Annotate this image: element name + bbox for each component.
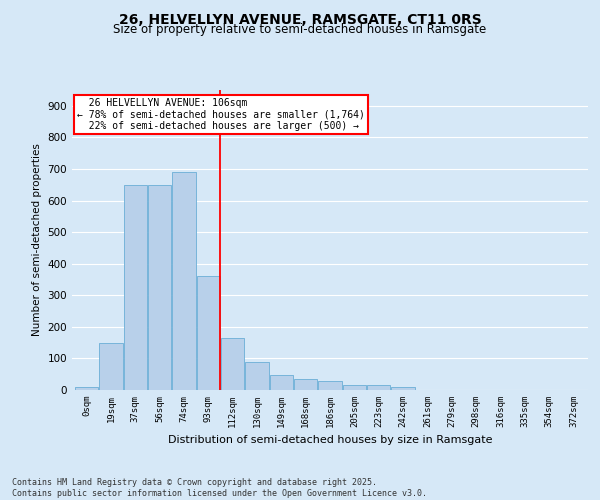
Bar xyxy=(319,380,341,390)
Bar xyxy=(343,386,366,390)
X-axis label: Distribution of semi-detached houses by size in Ramsgate: Distribution of semi-detached houses by … xyxy=(168,436,492,446)
Bar xyxy=(367,386,390,390)
Bar xyxy=(100,342,122,390)
Bar xyxy=(245,362,269,390)
Bar xyxy=(221,338,244,390)
Text: 26 HELVELLYN AVENUE: 106sqm
← 78% of semi-detached houses are smaller (1,764)
  : 26 HELVELLYN AVENUE: 106sqm ← 78% of sem… xyxy=(77,98,365,130)
Bar xyxy=(75,387,98,390)
Text: Size of property relative to semi-detached houses in Ramsgate: Size of property relative to semi-detach… xyxy=(113,22,487,36)
Y-axis label: Number of semi-detached properties: Number of semi-detached properties xyxy=(32,144,42,336)
Bar xyxy=(391,387,415,390)
Bar xyxy=(197,276,220,390)
Text: Contains HM Land Registry data © Crown copyright and database right 2025.
Contai: Contains HM Land Registry data © Crown c… xyxy=(12,478,427,498)
Bar xyxy=(294,379,317,390)
Bar xyxy=(270,375,293,390)
Bar xyxy=(172,172,196,390)
Text: 26, HELVELLYN AVENUE, RAMSGATE, CT11 0RS: 26, HELVELLYN AVENUE, RAMSGATE, CT11 0RS xyxy=(119,12,481,26)
Bar xyxy=(148,184,171,390)
Bar xyxy=(124,184,147,390)
